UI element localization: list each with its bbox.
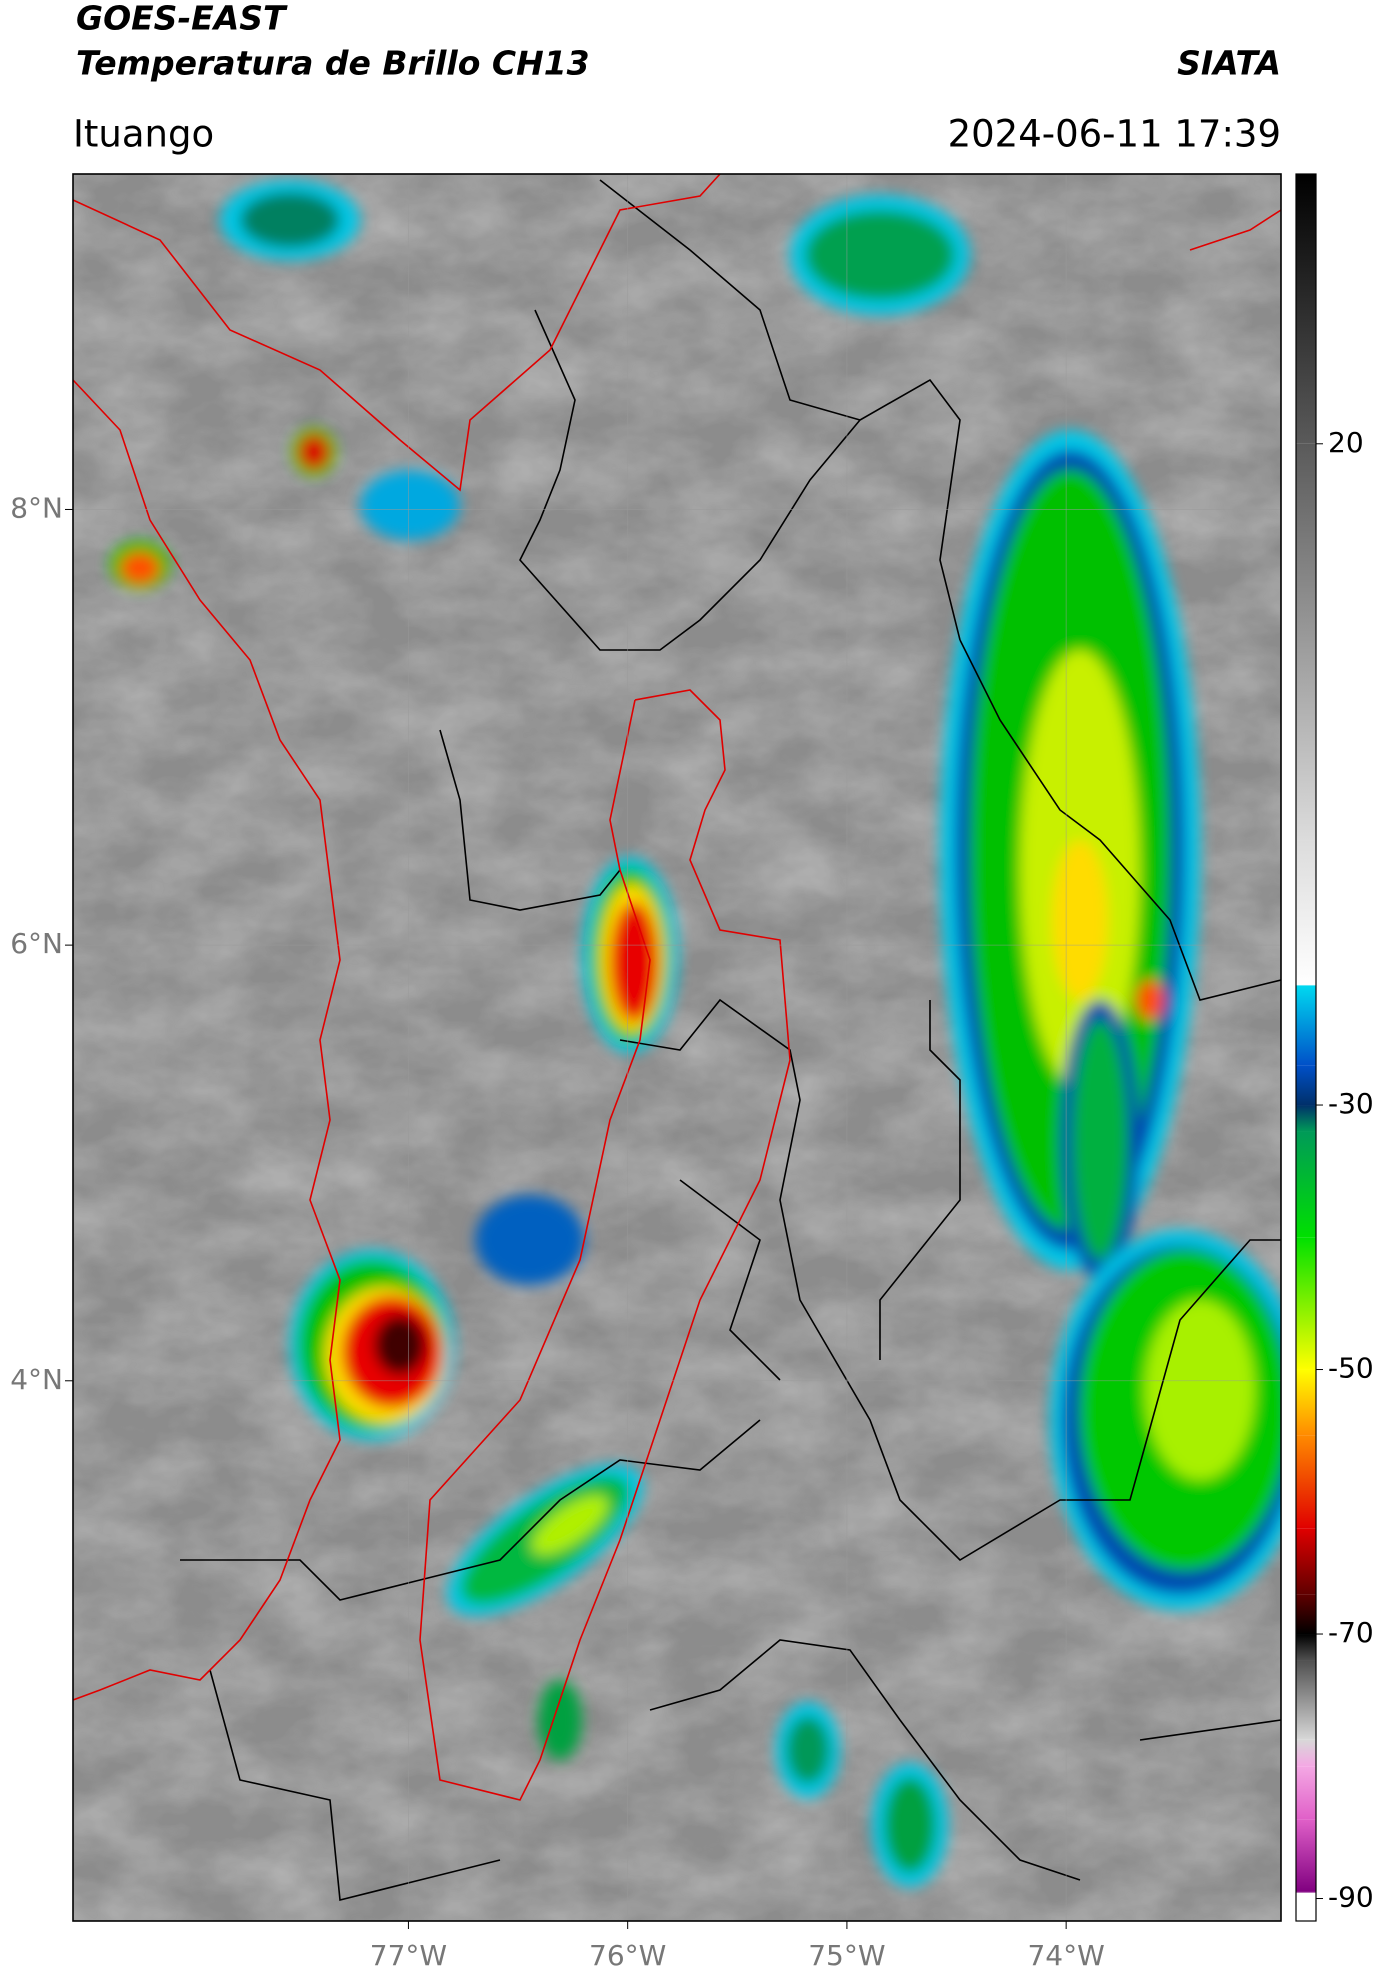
colorbar-segment xyxy=(1296,1739,1316,1767)
colorbar-segment xyxy=(1296,1893,1316,1921)
admin-borders xyxy=(180,179,1281,1902)
colorbar-tick-label: -70 xyxy=(1328,1616,1374,1649)
colorbar-segment xyxy=(1296,1065,1316,1106)
brand: SIATA xyxy=(1177,44,1281,83)
colorbar-segment xyxy=(1296,1594,1316,1635)
map-frame xyxy=(72,173,1282,1922)
colorbar-segment xyxy=(1296,1634,1316,1661)
x-tick-label: 76°W xyxy=(589,1939,666,1972)
convective-cells xyxy=(110,180,1281,1887)
colorbar-segment xyxy=(1296,1369,1316,1436)
title: GOES-EAST xyxy=(76,0,288,38)
colorbar-segment xyxy=(1296,1131,1316,1238)
colorbar-tick-label: -30 xyxy=(1328,1087,1374,1120)
colorbar-segment xyxy=(1296,443,1316,841)
colorbar-segment xyxy=(1296,1435,1316,1529)
colorbar-tick-label: -90 xyxy=(1328,1881,1374,1914)
colorbar-segment xyxy=(1296,984,1316,987)
colorbar-segment xyxy=(1296,986,1316,1066)
colorbar-segment xyxy=(1296,840,1316,985)
colorbar-segment xyxy=(1296,1528,1316,1595)
colorbar-segment xyxy=(1296,1660,1316,1740)
colorbar-segment xyxy=(1296,1237,1316,1370)
colorbar-segment xyxy=(1296,174,1316,444)
x-tick-label: 75°W xyxy=(808,1939,885,1972)
y-tick-label: 6°N xyxy=(10,927,63,960)
colorbar-segment xyxy=(1296,1819,1316,1892)
colorbar-segment xyxy=(1296,1766,1316,1820)
grid xyxy=(73,174,1281,1921)
map-image xyxy=(73,174,1281,1921)
colorbar-segment xyxy=(1296,1105,1316,1132)
colorbar-frame xyxy=(1295,173,1317,1922)
y-tick-label: 8°N xyxy=(10,491,63,524)
colorbar-segment xyxy=(1296,1891,1316,1894)
y-tick-label: 4°N xyxy=(10,1363,63,1396)
x-tick-label: 77°W xyxy=(370,1939,447,1972)
colorbar-tick-label: -50 xyxy=(1328,1352,1374,1385)
x-tick-label: 74°W xyxy=(1027,1939,1104,1972)
colorbar xyxy=(1296,174,1316,1921)
boundary-lines xyxy=(73,174,1281,1801)
subtitle: Temperatura de Brillo CH13 xyxy=(76,44,590,83)
colorbar-tick-label: 20 xyxy=(1328,426,1364,459)
location: Ituango xyxy=(73,113,214,156)
timestamp: 2024-06-11 17:39 xyxy=(948,113,1281,156)
